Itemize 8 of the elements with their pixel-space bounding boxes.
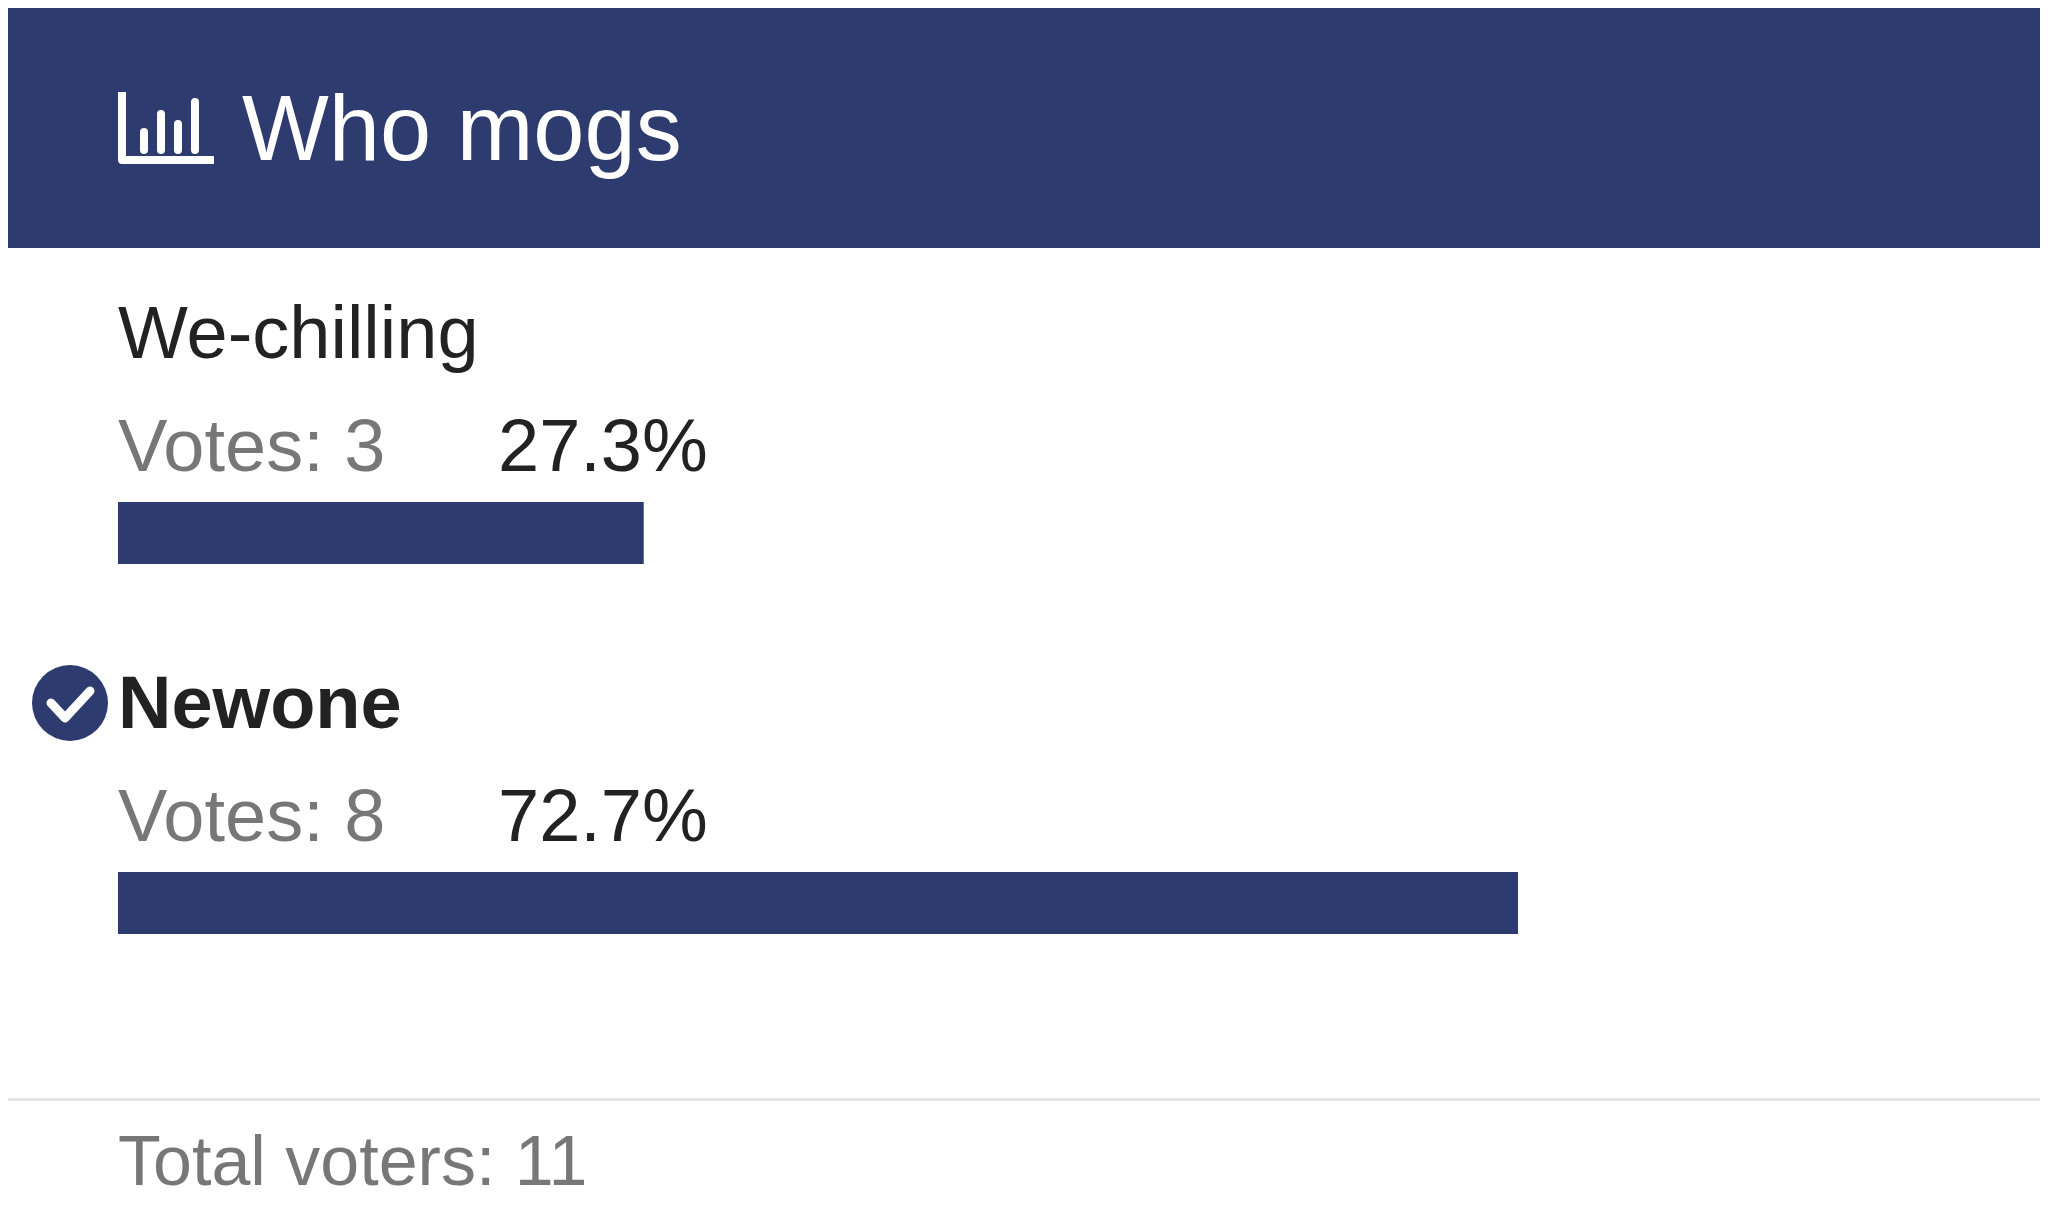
data-label: 27.3%: [498, 404, 708, 487]
data-label: 72.7%: [498, 774, 708, 857]
y-tick-label: We-chilling: [118, 291, 479, 374]
text: Total voters: 11: [117, 1121, 589, 1201]
y-tick-label: Newone: [118, 661, 402, 744]
chart-title: Who mogs: [242, 75, 682, 181]
annotation: Votes: 3: [118, 404, 386, 487]
annotation: Votes: 8: [118, 774, 386, 857]
